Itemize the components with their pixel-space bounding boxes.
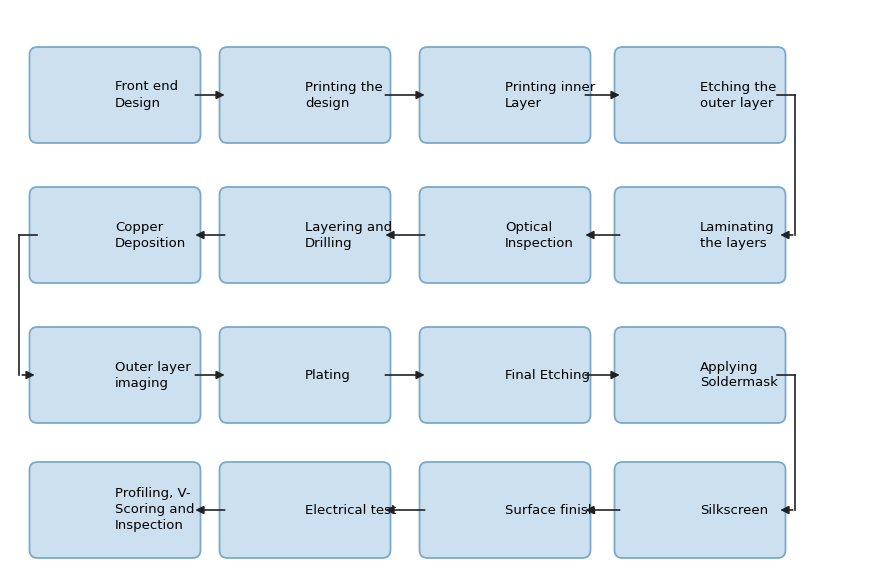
FancyBboxPatch shape [614,462,785,558]
Text: Etching the
outer layer: Etching the outer layer [700,80,775,109]
Text: Profiling, V-
Scoring and
Inspection: Profiling, V- Scoring and Inspection [115,488,195,533]
Text: Layering and
Drilling: Layering and Drilling [305,221,392,250]
FancyBboxPatch shape [30,47,200,143]
Text: Optical
Inspection: Optical Inspection [504,221,574,250]
FancyBboxPatch shape [219,187,390,283]
Text: Surface finish: Surface finish [504,504,595,516]
Text: Applying
Soldermask: Applying Soldermask [700,361,777,390]
Text: Copper
Deposition: Copper Deposition [115,221,186,250]
FancyBboxPatch shape [419,327,590,423]
FancyBboxPatch shape [614,327,785,423]
Text: Final Etching: Final Etching [504,368,589,382]
FancyBboxPatch shape [30,462,200,558]
Text: Printing the
design: Printing the design [305,80,382,109]
FancyBboxPatch shape [219,327,390,423]
FancyBboxPatch shape [614,47,785,143]
FancyBboxPatch shape [614,187,785,283]
Text: Laminating
the layers: Laminating the layers [700,221,773,250]
Text: Outer layer
imaging: Outer layer imaging [115,361,190,390]
Text: Electrical test: Electrical test [305,504,395,516]
Text: Printing inner
Layer: Printing inner Layer [504,80,594,109]
Text: Front end
Design: Front end Design [115,80,178,109]
FancyBboxPatch shape [419,47,590,143]
FancyBboxPatch shape [419,462,590,558]
FancyBboxPatch shape [30,187,200,283]
Text: Plating: Plating [305,368,350,382]
Text: Silkscreen: Silkscreen [700,504,767,516]
FancyBboxPatch shape [219,462,390,558]
FancyBboxPatch shape [419,187,590,283]
FancyBboxPatch shape [219,47,390,143]
FancyBboxPatch shape [30,327,200,423]
